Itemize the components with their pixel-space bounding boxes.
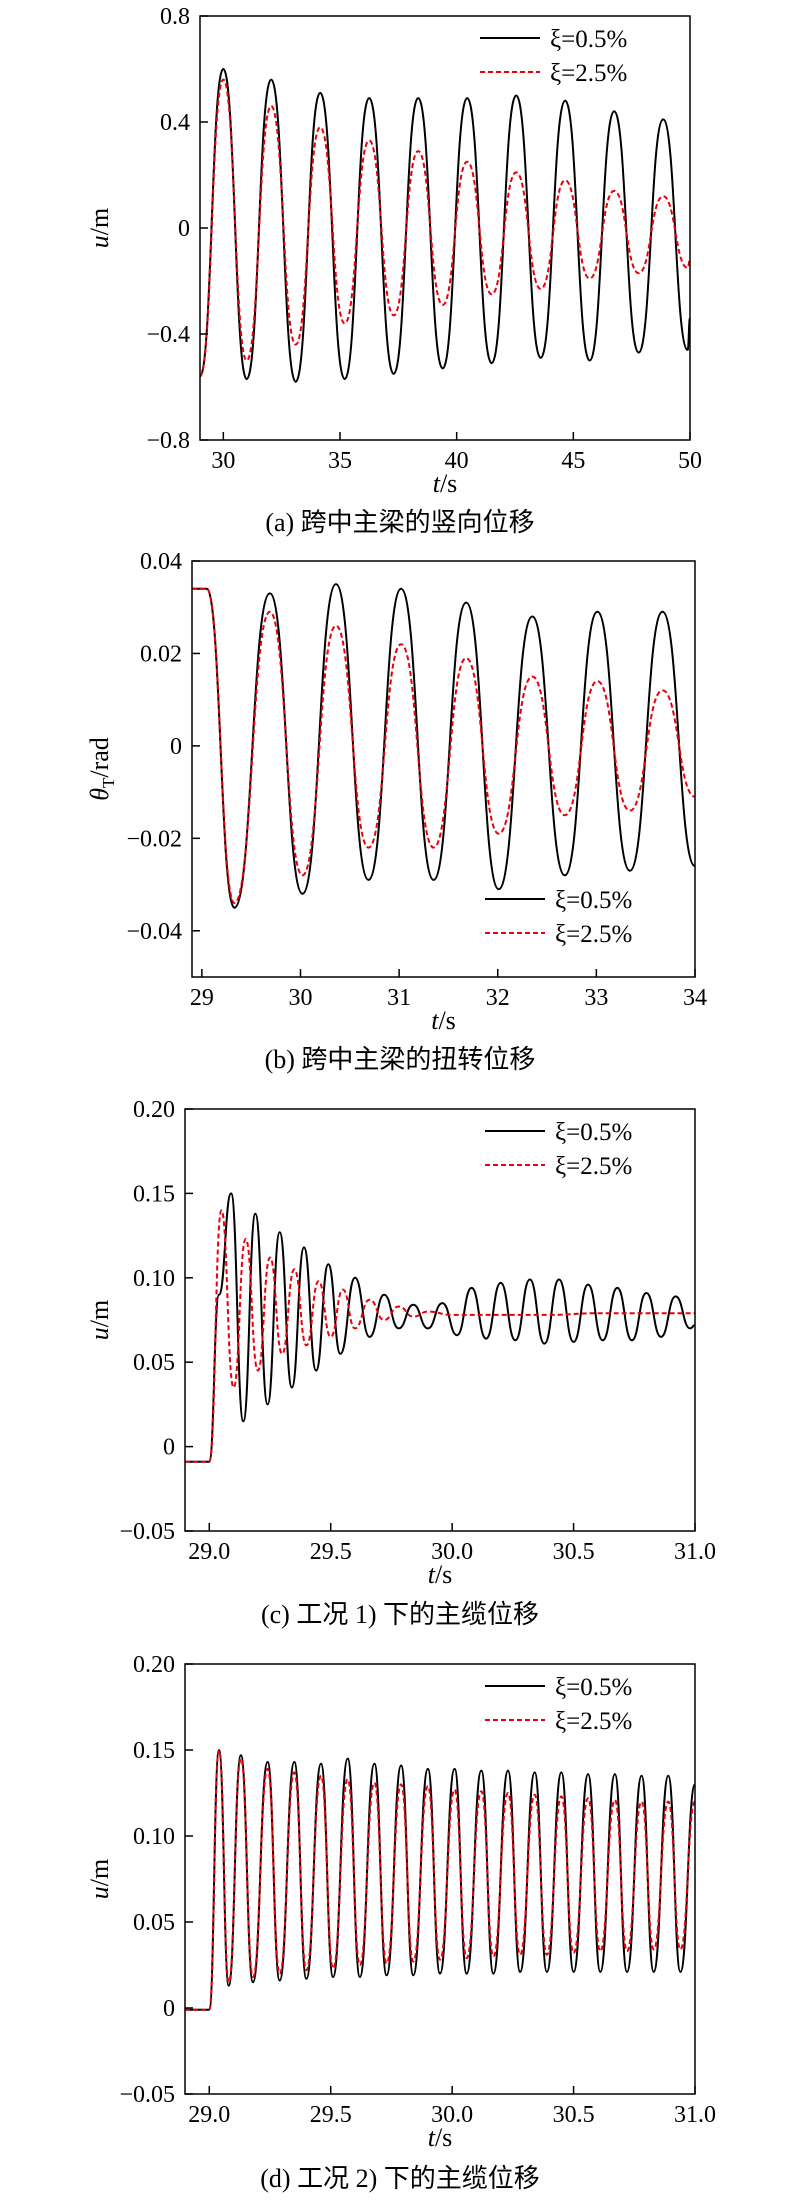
x-tick-label: 29.0 <box>188 2102 230 2128</box>
legend-label: ξ=0.5% <box>550 26 627 53</box>
y-tick-label: −0.05 <box>119 2082 175 2108</box>
x-tick-label: 29.5 <box>310 1539 352 1565</box>
plot-frame <box>184 1663 696 2095</box>
y-tick-label: 0 <box>170 734 182 760</box>
x-tick-label: 30.5 <box>553 1539 595 1565</box>
chart-panel-d: 29.0 29.5 30.0 30.5 31.0 −0.05 0 0.05 0.10 0.15 0.… <box>0 1640 800 2201</box>
y-tick-label: 0 <box>178 216 190 242</box>
series-line-2 <box>199 78 691 378</box>
x-tick-label: 29.0 <box>188 1539 230 1565</box>
legend-label: ξ=2.5% <box>550 60 627 87</box>
y-tick-label: 0.8 <box>160 4 190 30</box>
y-tick-label: 0.05 <box>133 1350 175 1376</box>
x-tick-label: 30 <box>211 448 235 474</box>
y-tick-label: 0 <box>163 1996 175 2022</box>
y-tick-label: 0.15 <box>133 1181 175 1207</box>
chart-panel-b: 29 30 31 32 33 34 −0.04 −0.02 0 0.02 0.04 t/s θT/rad… <box>0 545 800 1085</box>
x-tick-label: 29.5 <box>310 2102 352 2128</box>
series-line-2 <box>192 587 696 905</box>
series-line-1 <box>185 1748 696 2011</box>
chart-a: 30 35 40 45 50 −0.8 −0.4 0 0.4 0.8 t/s u/m ξ=0.5% ξ=2… <box>85 4 702 498</box>
y-tick-label: −0.05 <box>119 1519 175 1545</box>
x-tick-label: 45 <box>561 448 585 474</box>
x-tick-label: 33 <box>584 985 608 1011</box>
legend-label: ξ=0.5% <box>555 1674 632 1701</box>
chart-b: 29 30 31 32 33 34 −0.04 −0.02 0 0.02 0.04 t/s θT/rad… <box>85 549 707 1035</box>
y-tick-label: 0.4 <box>160 110 190 136</box>
y-tick-label: 0.05 <box>133 1910 175 1936</box>
plot-frame <box>191 560 696 978</box>
x-tick-label: 30.5 <box>553 2102 595 2128</box>
series-line-2 <box>185 1748 696 2011</box>
series-line-1 <box>192 583 696 909</box>
x-tick-label: 40 <box>445 448 469 474</box>
plot-frame <box>184 1108 696 1532</box>
x-tick-label: 35 <box>328 448 352 474</box>
y-tick-label: 0.20 <box>133 1097 175 1123</box>
x-tick-label: 31.0 <box>674 2102 716 2128</box>
chart-caption: (c) 工况 1) 下的主缆位移 <box>260 1600 539 1629</box>
y-tick-label: 0.02 <box>140 641 182 667</box>
x-tick-label: 30.0 <box>431 1539 473 1565</box>
x-tick-label: 31 <box>387 985 411 1011</box>
x-tick-label: 34 <box>683 985 707 1011</box>
chart-c: 29.0 29.5 30.0 30.5 31.0 −0.05 0 0.05 0.10 0.15 0.… <box>85 1097 716 1589</box>
series-line-1 <box>184 1192 696 1463</box>
legend-label: ξ=2.5% <box>555 1153 632 1180</box>
x-tick-label: 30 <box>288 985 312 1011</box>
series-line-1 <box>199 67 691 383</box>
y-tick-label: 0.10 <box>133 1266 175 1292</box>
y-tick-label: 0.20 <box>133 1652 175 1678</box>
x-tick-label: 32 <box>486 985 510 1011</box>
x-tick-label: 29 <box>190 985 214 1011</box>
chart-d: 29.0 29.5 30.0 30.5 31.0 −0.05 0 0.05 0.10 0.15 0.… <box>85 1652 716 2152</box>
chart-caption: (b) 跨中主梁的扭转位移 <box>264 1045 536 1074</box>
y-tick-label: 0 <box>163 1435 175 1461</box>
y-tick-label: 0.15 <box>133 1738 175 1764</box>
y-axis-label: u/m <box>85 1859 114 1899</box>
legend-label: ξ=2.5% <box>555 1708 632 1735</box>
legend-label: ξ=0.5% <box>555 887 632 914</box>
x-axis-label: t/s <box>428 2123 453 2152</box>
x-tick-label: 50 <box>678 448 702 474</box>
y-tick-label: −0.4 <box>146 322 190 348</box>
legend-label: ξ=2.5% <box>555 921 632 948</box>
chart-panel-a: 30 35 40 45 50 −0.8 −0.4 0 0.4 0.8 t/s u/m ξ=0.5% ξ=2… <box>0 0 800 545</box>
y-tick-label: 0.04 <box>140 549 182 575</box>
x-tick-label: 30.0 <box>431 2102 473 2128</box>
y-tick-label: 0.10 <box>133 1824 175 1850</box>
x-axis-label: t/s <box>431 1006 456 1035</box>
y-tick-label: −0.04 <box>126 919 182 945</box>
chart-caption: (a) 跨中主梁的竖向位移 <box>265 508 535 537</box>
y-axis-label: u/m <box>85 208 114 248</box>
y-axis-label: u/m <box>85 1300 114 1340</box>
x-tick-label: 31.0 <box>674 1539 716 1565</box>
series-line-2 <box>184 1209 695 1463</box>
x-axis-label: t/s <box>428 1560 453 1589</box>
legend-label: ξ=0.5% <box>555 1119 632 1146</box>
x-axis-label: t/s <box>433 469 458 498</box>
chart-caption: (d) 工况 2) 下的主缆位移 <box>260 2164 540 2193</box>
y-axis-label: θT/rad <box>85 737 118 801</box>
y-tick-label: −0.02 <box>126 826 182 852</box>
chart-panel-c: 29.0 29.5 30.0 30.5 31.0 −0.05 0 0.05 0.10 0.15 0.… <box>0 1085 800 1640</box>
y-tick-label: −0.8 <box>146 428 190 454</box>
